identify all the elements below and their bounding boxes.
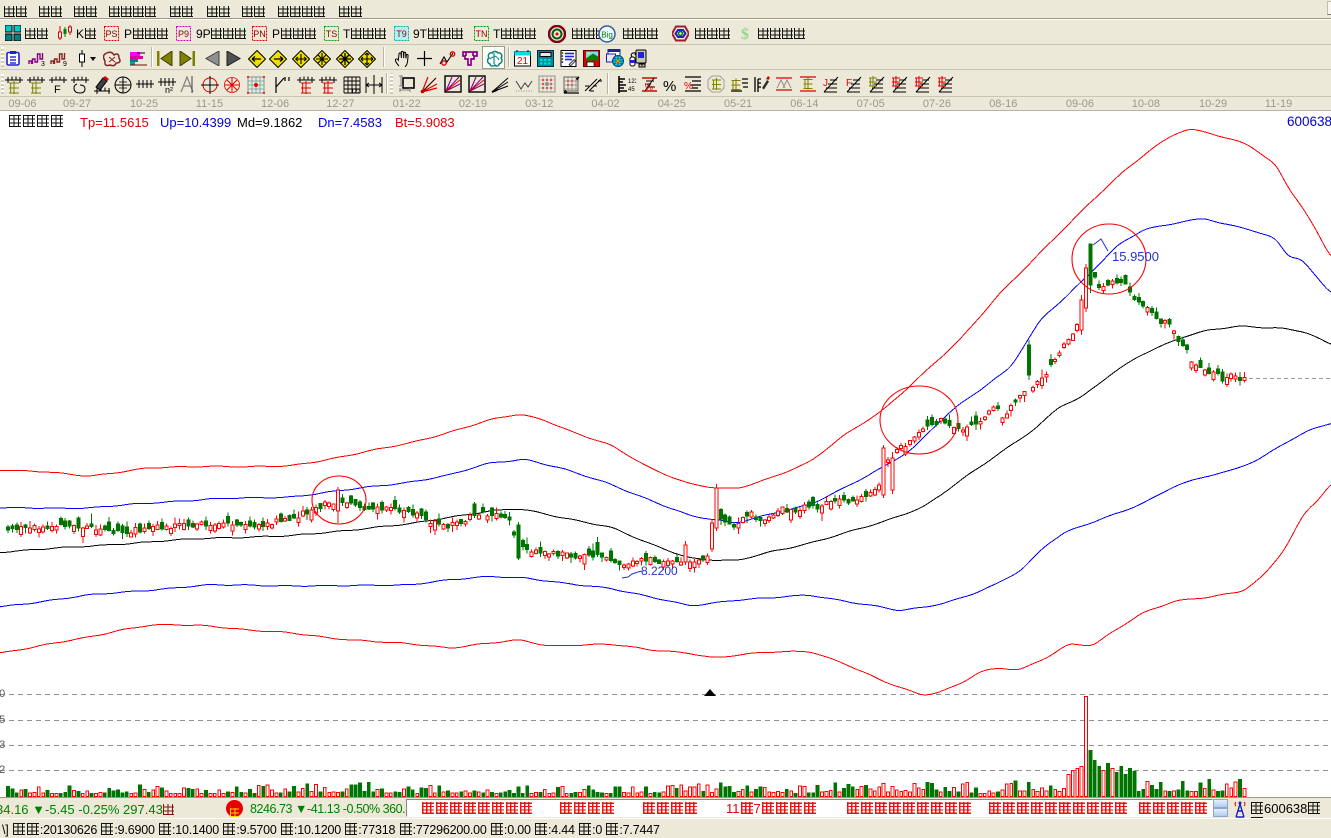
svg-text:TN: TN — [476, 29, 488, 39]
svg-text:45: 45 — [628, 87, 635, 93]
svg-text:PS: PS — [105, 29, 117, 39]
svg-text:9: 9 — [63, 61, 67, 67]
svg-text:n²: n² — [165, 85, 173, 94]
svg-text:%: % — [645, 82, 653, 92]
svg-text:%: % — [684, 81, 693, 92]
svg-text:TS: TS — [326, 29, 338, 39]
svg-text:P9: P9 — [178, 29, 189, 39]
svg-text:%: % — [663, 78, 676, 94]
svg-text:$: $ — [741, 26, 749, 42]
svg-text:15.9500: 15.9500 — [1112, 249, 1159, 264]
svg-text:F: F — [54, 84, 61, 94]
svg-text:F: F — [846, 78, 852, 89]
svg-text:PN: PN — [253, 29, 266, 39]
svg-text:3: 3 — [41, 61, 45, 67]
svg-text:21: 21 — [517, 56, 529, 67]
svg-text:Big: Big — [601, 31, 613, 40]
svg-text:T9: T9 — [396, 29, 407, 39]
svg-text:123: 123 — [628, 79, 636, 85]
svg-text:J: J — [823, 78, 828, 89]
svg-text:123: 123 — [351, 89, 362, 94]
svg-text:8.2200: 8.2200 — [641, 564, 678, 578]
